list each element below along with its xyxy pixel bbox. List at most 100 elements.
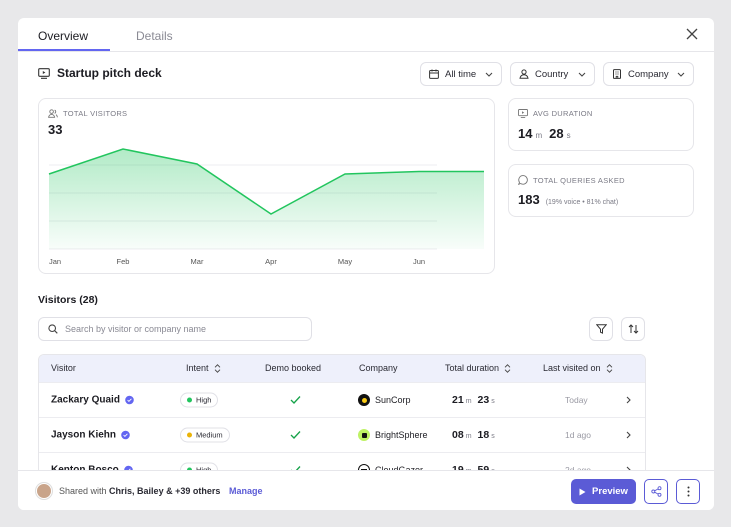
search-icon — [48, 324, 58, 334]
more-vertical-icon — [687, 486, 689, 497]
intent-text: High — [196, 395, 212, 405]
seconds-unit: s — [566, 131, 571, 140]
preview-label: Preview — [592, 486, 628, 497]
avg-duration-value: 14 m 28 s — [518, 126, 575, 141]
verified-badge-icon — [121, 430, 130, 440]
total-queries-breakdown: (19% voice • 81% chat) — [545, 199, 619, 206]
chat-icon — [518, 175, 528, 185]
total-queries-value: 183 (19% voice • 81% chat) — [518, 192, 618, 207]
visitor-name-text: Jayson Kiehn — [51, 429, 117, 441]
chevron-right-icon[interactable] — [626, 431, 631, 439]
intent-dot — [187, 397, 192, 403]
avg-duration-card: AVG DURATION 14 m 28 s — [508, 98, 694, 151]
chevron-right-icon[interactable] — [626, 396, 631, 404]
intent-badge: High — [180, 392, 219, 408]
duration-cell: 08 m 18 s — [452, 429, 499, 441]
visitor-name: Zackary Quaid — [51, 395, 134, 406]
table-row[interactable]: Jayson Kiehn Medium BrightSphere 08 m 18 s … — [39, 417, 645, 452]
company-filter-label: Company — [628, 68, 669, 80]
x-tick-label: Feb — [117, 257, 130, 266]
x-tick-label: May — [338, 257, 352, 266]
company-filter-dropdown[interactable]: Company — [603, 62, 694, 86]
visitor-search-box[interactable] — [38, 317, 312, 341]
chevron-down-icon — [485, 72, 493, 77]
shared-prefix: Shared with — [59, 486, 107, 496]
avg-duration-label-text: AVG DURATION — [533, 109, 593, 118]
sort-icon — [214, 363, 220, 373]
shared-with-text: Shared with Chris, Bailey & +39 others — [59, 486, 220, 496]
avg-duration-label: AVG DURATION — [518, 109, 593, 118]
building-icon — [613, 69, 621, 79]
country-filter-dropdown[interactable]: Country — [510, 62, 595, 86]
col-visitor: Visitor — [51, 363, 76, 373]
col-demo: Demo booked — [265, 363, 321, 373]
share-button[interactable] — [644, 479, 668, 504]
company-name: BrightSphere — [375, 430, 428, 440]
total-queries-number: 183 — [518, 192, 540, 207]
duration-seconds: 23 — [477, 394, 490, 406]
filter-button[interactable] — [589, 317, 613, 341]
total-visitors-card: TOTAL VISITORS 33 Jan Feb Mar Apr May Jun — [38, 98, 495, 274]
total-visitors-label-text: TOTAL VISITORS — [63, 109, 128, 118]
tab-overview[interactable]: Overview — [38, 29, 89, 43]
visitors-table: Visitor Intent Demo booked Company Total… — [38, 354, 646, 488]
page-title: Startup pitch deck — [38, 66, 162, 80]
footer-bar: Shared with Chris, Bailey & +39 others M… — [18, 470, 714, 510]
visitor-name-text: Zackary Quaid — [51, 394, 120, 406]
table-row[interactable]: Zackary Quaid High SunCorp 21 m 23 s Today — [39, 382, 645, 417]
more-options-button[interactable] — [676, 479, 700, 504]
intent-badge: Medium — [180, 427, 230, 443]
tab-bar: Overview Details — [18, 18, 714, 52]
table-header: Visitor Intent Demo booked Company Total… — [39, 355, 645, 382]
calendar-icon — [429, 69, 439, 79]
x-tick-label: Mar — [191, 257, 204, 266]
total-queries-label-text: TOTAL QUERIES ASKED — [533, 175, 625, 185]
company-cell: BrightSphere — [358, 429, 428, 441]
time-filter-label: All time — [445, 68, 477, 80]
visitor-name: Jayson Kiehn — [51, 430, 130, 441]
play-icon — [579, 488, 586, 495]
monitor-play-icon — [518, 109, 528, 118]
company-name: SunCorp — [375, 395, 411, 405]
avg-duration-seconds: 28 — [549, 126, 564, 141]
col-company: Company — [359, 363, 398, 373]
minutes-unit: m — [465, 398, 472, 405]
active-tab-indicator — [18, 49, 110, 51]
avatar — [36, 483, 52, 499]
col-last-visited-label: Last visited on — [543, 363, 601, 373]
search-input[interactable] — [65, 324, 295, 334]
seconds-unit: s — [491, 398, 495, 405]
filter-icon — [595, 324, 607, 334]
col-intent[interactable]: Intent — [186, 363, 221, 373]
share-icon — [650, 486, 661, 497]
brightsphere-logo-icon — [358, 429, 370, 441]
presentation-icon — [38, 67, 50, 79]
verified-badge-icon — [125, 395, 134, 405]
manage-link[interactable]: Manage — [229, 486, 263, 496]
time-filter-dropdown[interactable]: All time — [420, 62, 502, 86]
col-duration[interactable]: Total duration — [445, 363, 511, 373]
intent-text: Medium — [196, 430, 223, 440]
duration-minutes: 21 — [452, 394, 464, 406]
sort-button[interactable] — [621, 317, 645, 341]
visitors-section-title: Visitors (28) — [38, 294, 98, 306]
sort-arrows-icon — [628, 324, 638, 334]
col-demo-label: Demo booked — [265, 363, 322, 373]
minutes-unit: m — [465, 433, 472, 440]
duration-cell: 21 m 23 s — [452, 394, 499, 406]
total-visitors-label: TOTAL VISITORS — [48, 109, 127, 118]
series-area — [49, 149, 484, 249]
col-company-label: Company — [359, 363, 398, 373]
sort-icon — [606, 363, 612, 373]
chevron-down-icon — [677, 72, 685, 77]
last-visited: 1d ago — [565, 430, 591, 440]
col-duration-label: Total duration — [445, 363, 500, 373]
chevron-down-icon — [578, 72, 586, 77]
tab-details[interactable]: Details — [136, 29, 173, 43]
col-last-visited[interactable]: Last visited on — [543, 363, 613, 373]
country-filter-label: Country — [535, 68, 569, 80]
close-icon[interactable] — [686, 28, 698, 40]
preview-button[interactable]: Preview — [571, 479, 636, 504]
demo-booked-check-icon — [290, 396, 301, 405]
last-visited: Today — [565, 395, 588, 405]
